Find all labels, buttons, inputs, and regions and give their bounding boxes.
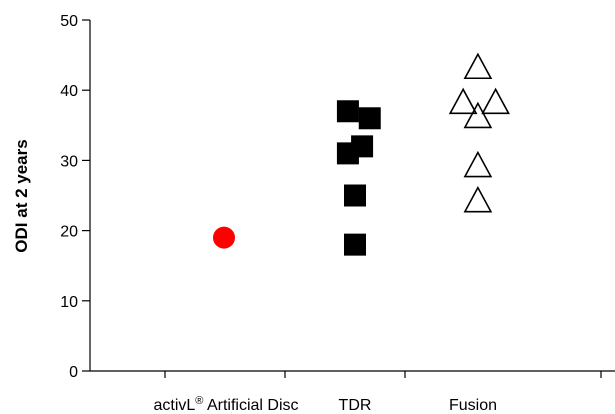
category-labels: activL® Artificial Disc TDR Fusion (153, 395, 497, 414)
y-tick-label: 40 (60, 83, 78, 100)
data-point-square (336, 142, 359, 165)
data-point-triangle (448, 87, 478, 115)
data-point-square (336, 100, 359, 123)
data-point-square (344, 184, 366, 207)
category-label-tdr: TDR (339, 397, 372, 414)
y-tick-label: 20 (60, 224, 78, 241)
y-tick-label: 0 (69, 364, 78, 381)
y-tick-label: 50 (60, 13, 78, 30)
data-point-square (358, 107, 381, 130)
data-point-triangle (481, 87, 510, 115)
y-axis: 0 10 20 30 40 50 (60, 13, 91, 381)
data-point-triangle (463, 101, 493, 129)
data-point-triangle (463, 150, 493, 178)
data-point-triangle (463, 185, 493, 213)
category-label-fusion: Fusion (449, 397, 497, 414)
data-point-square (344, 233, 366, 256)
y-axis-title: ODI at 2 years (12, 139, 31, 252)
data-point-circle (213, 226, 235, 249)
data-point-triangle (463, 52, 493, 80)
data-points (213, 52, 510, 256)
x-axis (90, 370, 615, 378)
y-tick-label: 30 (60, 153, 78, 170)
y-tick-label: 10 (60, 294, 78, 311)
category-label-activl: activL® Artificial Disc (153, 395, 298, 414)
